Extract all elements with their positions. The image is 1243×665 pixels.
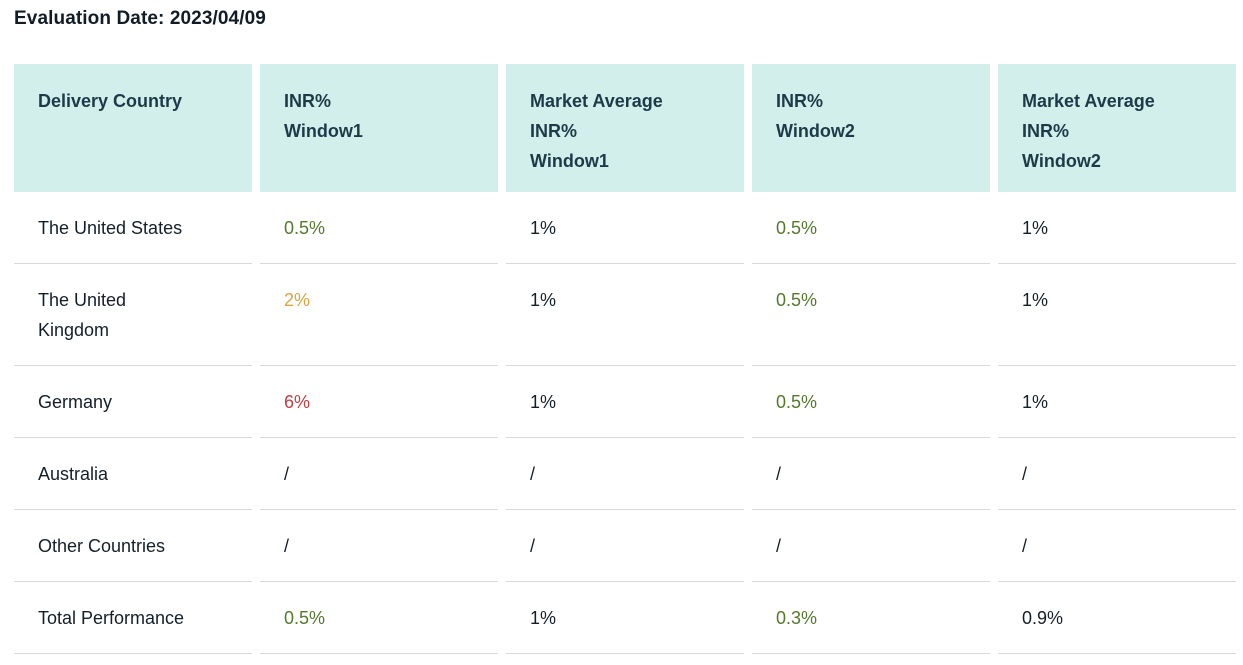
metric-value-cell: 1% bbox=[998, 264, 1236, 366]
metric-value-cell: 2% bbox=[260, 264, 498, 366]
column-header-2: Market Average INR% Window1 bbox=[506, 64, 744, 192]
country-cell: Total Performance bbox=[14, 582, 252, 654]
metric-value-cell: 1% bbox=[506, 366, 744, 438]
metric-value-cell: 0.5% bbox=[752, 192, 990, 264]
country-cell: Other Countries bbox=[14, 510, 252, 582]
evaluation-date-title: Evaluation Date: 2023/04/09 bbox=[14, 8, 266, 29]
table-row: Australia / / / / bbox=[14, 438, 1236, 510]
column-header-1: INR% Window1 bbox=[260, 64, 498, 192]
metric-value-cell: 0.5% bbox=[752, 264, 990, 366]
metric-value-cell: / bbox=[506, 438, 744, 510]
country-cell: Germany bbox=[14, 366, 252, 438]
column-header-0: Delivery Country bbox=[14, 64, 252, 192]
metric-value-cell: 1% bbox=[506, 582, 744, 654]
metric-value-cell: 1% bbox=[998, 366, 1236, 438]
table-row: The United Kingdom 2% 1% 0.5% 1% bbox=[14, 264, 1236, 366]
metric-value-cell: / bbox=[998, 438, 1236, 510]
metric-value-cell: 1% bbox=[506, 264, 744, 366]
metric-value-cell: / bbox=[506, 510, 744, 582]
table-row: Other Countries / / / / bbox=[14, 510, 1236, 582]
country-cell: The United Kingdom bbox=[14, 264, 252, 366]
metric-value-cell: 0.9% bbox=[998, 582, 1236, 654]
metric-value-cell: 1% bbox=[998, 192, 1236, 264]
column-header-4: Market Average INR% Window2 bbox=[998, 64, 1236, 192]
table-body: The United States 0.5% 1% 0.5% 1% The United … bbox=[14, 192, 1236, 654]
table-row: The United States 0.5% 1% 0.5% 1% bbox=[14, 192, 1236, 264]
table-row: Germany 6% 1% 0.5% 1% bbox=[14, 366, 1236, 438]
metric-value-cell: 6% bbox=[260, 366, 498, 438]
country-cell: The United States bbox=[14, 192, 252, 264]
table-header-row: Delivery Country INR% Window1 Market Avera… bbox=[14, 64, 1236, 192]
performance-table: Delivery Country INR% Window1 Market Avera… bbox=[14, 64, 1236, 654]
metric-value-cell: / bbox=[752, 438, 990, 510]
column-header-3: INR% Window2 bbox=[752, 64, 990, 192]
metric-value-cell: / bbox=[998, 510, 1236, 582]
metric-value-cell: 1% bbox=[506, 192, 744, 264]
metric-value-cell: 0.5% bbox=[260, 192, 498, 264]
metric-value-cell: 0.3% bbox=[752, 582, 990, 654]
country-cell: Australia bbox=[14, 438, 252, 510]
metric-value-cell: / bbox=[260, 510, 498, 582]
metric-value-cell: / bbox=[260, 438, 498, 510]
table-row: Total Performance 0.5% 1% 0.3% 0.9% bbox=[14, 582, 1236, 654]
metric-value-cell: 0.5% bbox=[260, 582, 498, 654]
metric-value-cell: / bbox=[752, 510, 990, 582]
metric-value-cell: 0.5% bbox=[752, 366, 990, 438]
